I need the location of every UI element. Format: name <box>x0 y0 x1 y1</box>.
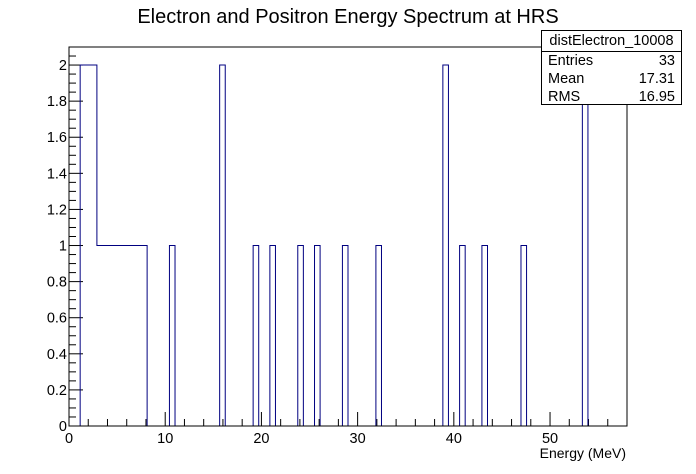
y-tick-label: 2 <box>59 58 67 74</box>
x-tick-label: 30 <box>350 431 366 447</box>
stats-mean-value: 17.31 <box>638 71 675 87</box>
x-tick-label: 50 <box>542 431 558 447</box>
y-tick-label: 1.8 <box>47 94 67 110</box>
stats-box: distElectron_10008 Entries 33 Mean 17.31… <box>541 30 682 105</box>
y-tick-label: 0.4 <box>47 347 67 363</box>
chart-title: Electron and Positron Energy Spectrum at… <box>137 6 559 28</box>
x-tick-label: 10 <box>157 431 173 447</box>
stats-entries-value: 33 <box>658 53 675 69</box>
x-tick-label: 40 <box>446 431 462 447</box>
x-axis-label: Energy (MeV) <box>539 445 626 461</box>
y-tick-label: 0.2 <box>47 383 67 399</box>
stats-rms-row: RMS 16.95 <box>542 88 681 106</box>
x-tick-label: 0 <box>65 431 73 447</box>
plot-frame <box>68 46 628 427</box>
stats-mean-row: Mean 17.31 <box>542 70 681 88</box>
axis-ticks: 00.20.40.60.811.21.41.61.820 10 20 30 40 50 <box>47 46 628 447</box>
x-tick-label: 20 <box>253 431 269 447</box>
y-tick-label: 0 <box>59 419 67 435</box>
stats-rms-value: 16.95 <box>638 89 675 105</box>
stats-entries-row: Entries 33 <box>542 52 681 70</box>
stats-title: distElectron_10008 <box>542 31 681 52</box>
y-tick-label: 1.2 <box>47 202 67 218</box>
y-tick-label: 0.6 <box>47 311 67 327</box>
y-tick-label: 1.6 <box>47 130 67 146</box>
y-tick-label: 0.8 <box>47 275 67 291</box>
stats-mean-label: Mean <box>548 71 585 87</box>
histogram-line <box>69 64 627 427</box>
stats-entries-label: Entries <box>548 53 594 69</box>
stats-rms-label: RMS <box>548 89 581 105</box>
y-tick-label: 1.4 <box>47 166 67 182</box>
y-tick-label: 1 <box>59 239 67 255</box>
